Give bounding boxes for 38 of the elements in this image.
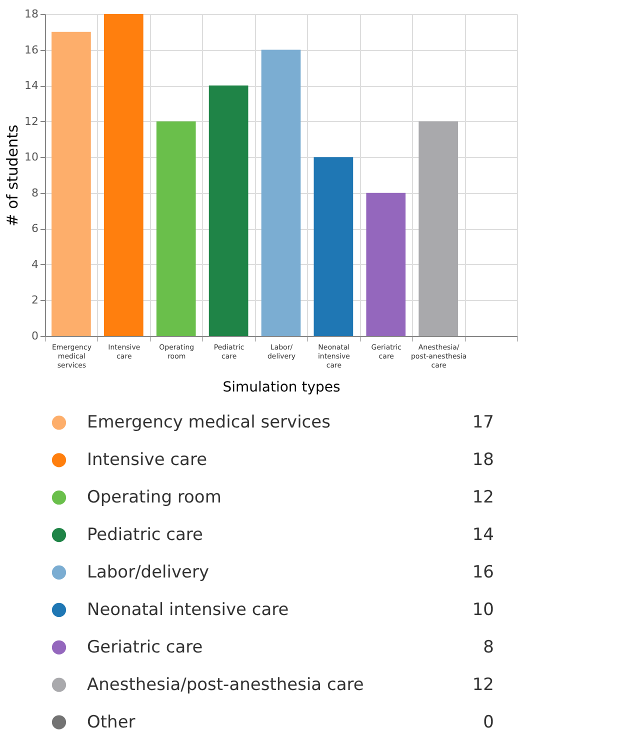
y-tick-label: 2 — [32, 294, 38, 307]
bar — [208, 86, 248, 336]
category-label: Emergency medical services — [87, 412, 331, 433]
data-label: 12 — [472, 488, 494, 508]
y-tick-label: 16 — [24, 43, 38, 56]
category-label: Labor/delivery — [87, 562, 210, 582]
bar — [314, 157, 354, 336]
category-label: Intensive care — [87, 450, 208, 470]
category-label: Geriatric care — [87, 637, 203, 658]
y-tick-label: 0 — [32, 330, 38, 342]
data-label: 14 — [472, 525, 494, 546]
data-label: 0 — [483, 712, 494, 732]
y-tick-label: 18 — [24, 8, 38, 20]
y-tick-label: 10 — [24, 150, 38, 164]
bar — [104, 14, 144, 336]
category-label: Anesthesia/post-anesthesia care — [87, 674, 364, 695]
y-tick-label: 6 — [32, 222, 38, 236]
category-label: Operating room — [87, 488, 222, 508]
y-tick-label: 14 — [24, 79, 38, 92]
data-label: 10 — [472, 600, 494, 620]
bar — [418, 121, 458, 336]
bar — [261, 50, 301, 336]
data-label: 8 — [483, 637, 494, 658]
bar — [366, 192, 406, 336]
x-axis-title: Simulation types — [222, 380, 340, 396]
data-label: 17 — [472, 412, 494, 433]
category-label: Pediatric care — [87, 525, 204, 546]
data-label: 18 — [472, 450, 494, 470]
data-label: 16 — [472, 562, 494, 582]
data-label: 12 — [472, 674, 494, 695]
bar — [156, 121, 196, 336]
bar — [52, 32, 91, 336]
y-tick-label: 4 — [32, 258, 38, 271]
y-tick-label: 8 — [32, 186, 38, 200]
category-label: Neonatal intensive care — [87, 600, 289, 620]
y-tick-label: 12 — [24, 114, 38, 128]
y-axis-title: # of students — [4, 124, 22, 226]
category-label: Other — [87, 712, 136, 732]
